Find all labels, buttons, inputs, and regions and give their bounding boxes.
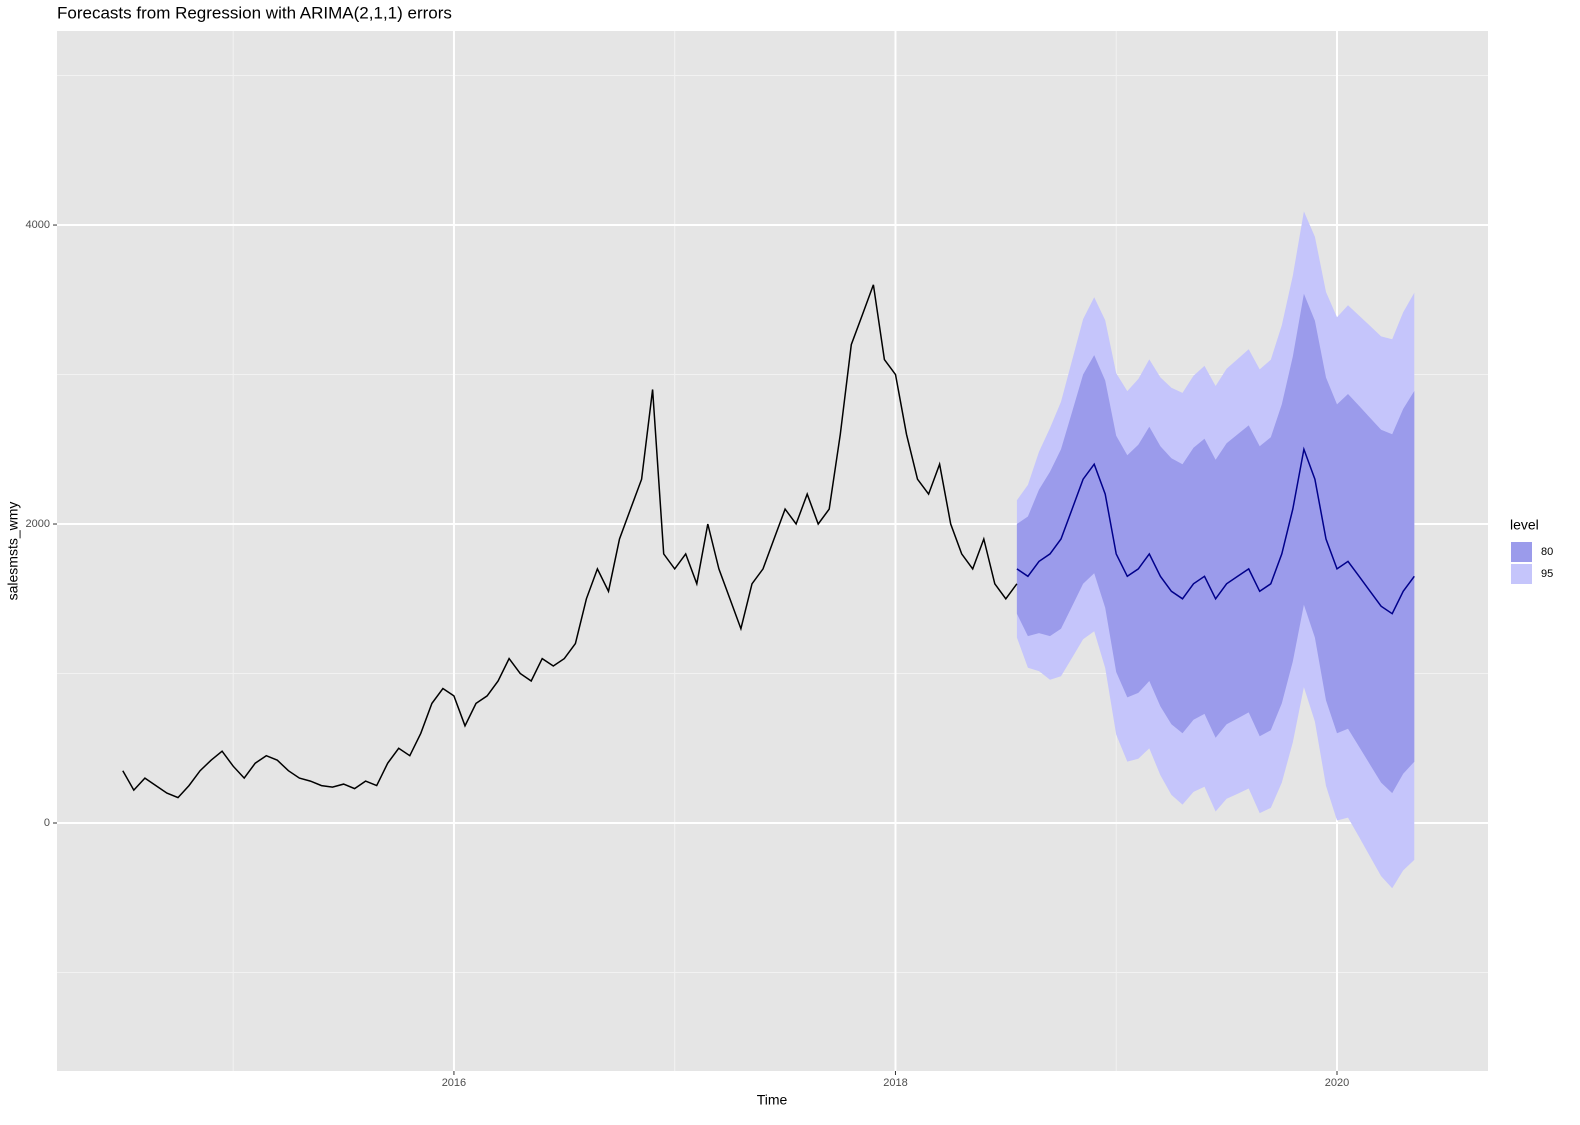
y-tick-label: 4000 — [26, 219, 50, 231]
y-axis-label: salesmsts_wmy — [5, 502, 21, 601]
x-tick-label: 2020 — [1325, 1077, 1349, 1089]
legend-key — [1511, 564, 1532, 584]
legend-title: level — [1510, 517, 1539, 533]
x-tick-label: 2018 — [883, 1077, 907, 1089]
y-tick-label: 2000 — [26, 518, 50, 530]
y-tick-label: 0 — [44, 817, 50, 829]
legend-key — [1511, 542, 1532, 562]
history-line — [122, 284, 1018, 799]
interval-band — [1016, 293, 1415, 794]
legend-label: 95 — [1541, 568, 1553, 580]
legend-label: 80 — [1541, 546, 1553, 558]
chart-title: Forecasts from Regression with ARIMA(2,1… — [57, 3, 452, 22]
x-axis-label: Time — [757, 1092, 788, 1108]
forecast-line — [1016, 446, 1415, 615]
x-tick-label: 2016 — [442, 1077, 466, 1089]
